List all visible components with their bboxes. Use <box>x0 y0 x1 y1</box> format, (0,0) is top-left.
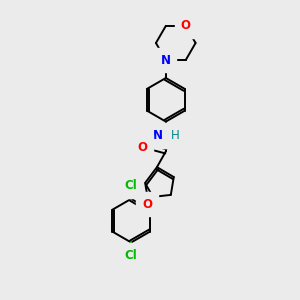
Text: H: H <box>171 129 180 142</box>
Text: N: N <box>161 54 171 67</box>
Text: O: O <box>181 19 191 32</box>
Text: O: O <box>142 198 152 211</box>
Text: O: O <box>137 141 147 154</box>
Text: Cl: Cl <box>125 179 138 193</box>
Text: Cl: Cl <box>125 249 138 262</box>
Text: N: N <box>153 129 163 142</box>
